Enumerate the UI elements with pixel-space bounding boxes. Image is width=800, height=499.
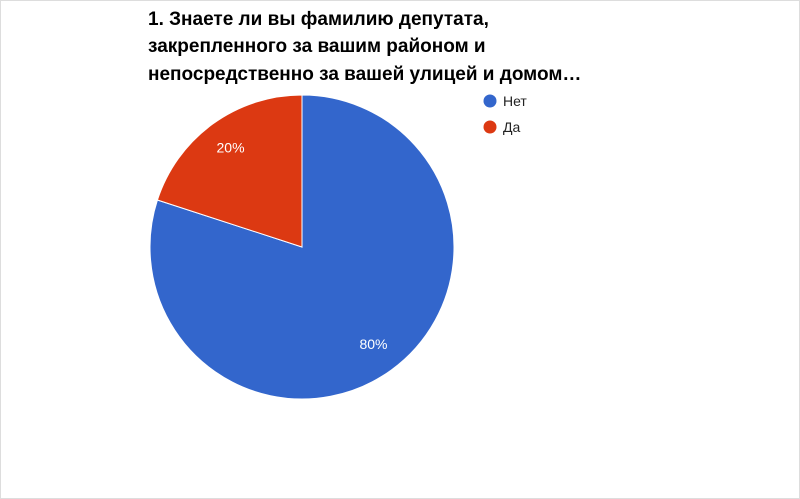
legend-label: Нет	[503, 93, 527, 109]
legend-label: Да	[503, 119, 520, 135]
chart-title: закрепленного за вашим районом и	[148, 36, 486, 57]
value-label: 20%	[217, 139, 245, 155]
chart-title: 1. Знаете ли вы фамилию депутата,	[148, 9, 489, 30]
pie-slice	[156, 94, 303, 248]
value-label: 80%	[359, 336, 387, 352]
legend-swatch	[483, 94, 497, 108]
legend-swatch	[483, 120, 497, 134]
chart-title: непосредственно за вашей улицей и домом…	[148, 64, 581, 85]
